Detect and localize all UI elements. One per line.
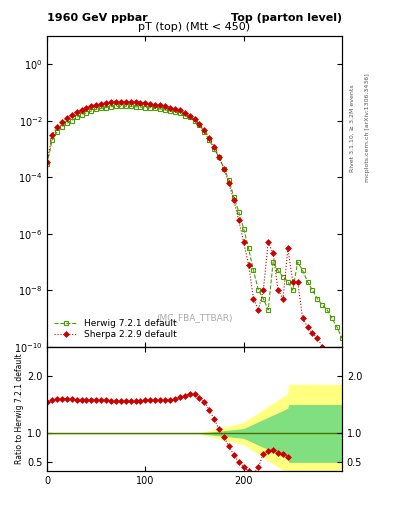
Line: Sherpa 2.2.9 default: Sherpa 2.2.9 default (45, 100, 344, 377)
Herwig 7.2.1 default (104, 104, 108, 111)
Sherpa 2.2.9 default (340, 372, 344, 378)
Text: mcplots.cern.ch [arXiv:1306.3436]: mcplots.cern.ch [arXiv:1306.3436] (365, 74, 371, 182)
Herwig 7.2.1 default (153, 105, 158, 112)
Sherpa 2.2.9 default (114, 99, 118, 105)
Text: Top (parton level): Top (parton level) (231, 13, 342, 23)
Text: Rivet 3.1.10, ≥ 3.2M events: Rivet 3.1.10, ≥ 3.2M events (350, 84, 355, 172)
Sherpa 2.2.9 default (45, 159, 50, 165)
Sherpa 2.2.9 default (104, 100, 108, 106)
Sherpa 2.2.9 default (305, 324, 310, 330)
Y-axis label: Ratio to Herwig 7.2.1 default: Ratio to Herwig 7.2.1 default (15, 354, 24, 464)
Herwig 7.2.1 default (119, 103, 123, 110)
Text: 1960 GeV ppbar: 1960 GeV ppbar (47, 13, 148, 23)
Title: pT (top) (Mtt < 450): pT (top) (Mtt < 450) (138, 23, 251, 32)
Sherpa 2.2.9 default (207, 135, 212, 141)
Herwig 7.2.1 default (207, 137, 212, 143)
Sherpa 2.2.9 default (227, 180, 231, 186)
Sherpa 2.2.9 default (119, 99, 123, 105)
Herwig 7.2.1 default (45, 161, 50, 167)
Herwig 7.2.1 default (340, 335, 344, 342)
Sherpa 2.2.9 default (153, 101, 158, 108)
Herwig 7.2.1 default (114, 103, 118, 110)
Herwig 7.2.1 default (305, 279, 310, 285)
Legend: Herwig 7.2.1 default, Sherpa 2.2.9 default: Herwig 7.2.1 default, Sherpa 2.2.9 defau… (51, 316, 180, 342)
Herwig 7.2.1 default (227, 177, 231, 183)
Text: (MC_FBA_TTBAR): (MC_FBA_TTBAR) (156, 313, 233, 322)
Line: Herwig 7.2.1 default: Herwig 7.2.1 default (45, 104, 344, 340)
